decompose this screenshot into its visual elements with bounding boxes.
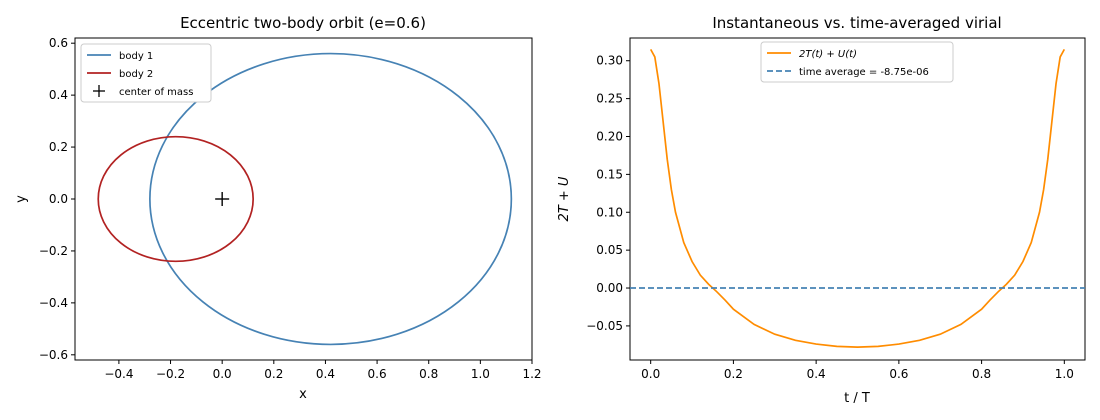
orbit-y-tick-label-3: 0.0 xyxy=(49,192,68,206)
orbit-y-tick-label-0: −0.6 xyxy=(39,348,68,362)
orbit-plot-area: −0.4 −0.2 0.0 0.2 0.4 0.6 0.8 1.0 1.2 −0.6−0.4−0… xyxy=(39,36,542,381)
orbit-x-tick-label-5: 0.6 xyxy=(368,367,387,381)
orbit-y-tick-label-2: −0.2 xyxy=(39,244,68,258)
orbit-y-ticks: −0.6 −0.4 −0.2 0.0 0.2 0.4 0.6 xyxy=(39,36,75,362)
virial-legend-box xyxy=(760,41,954,83)
virial-plot-area: 0.0 0.2 0.4 0.6 0.8 1.0 −0.05 0.00 0.05 0.10 0.15… xyxy=(586,37,1086,381)
virial-x-ticks: 0.0 0.2 0.4 0.6 0.8 1.0 xyxy=(641,360,1074,381)
orbit-x-tick-label-2: 0.0 xyxy=(213,367,232,381)
orbit-y-tick-label-4: 0.2 xyxy=(49,140,68,154)
marker-center-of-mass xyxy=(215,192,230,206)
virial-y-tick-label-4: 0.15 xyxy=(596,167,623,181)
orbit-y-label: y xyxy=(14,195,29,203)
virial-x-tick-label-1: 0.2 xyxy=(724,367,743,381)
orbit-y-tick-label-1: −0.4 xyxy=(39,296,68,310)
virial-x-label: t / T xyxy=(844,391,870,406)
orbit-legend: body 1 body 2 center of mass xyxy=(80,43,212,103)
virial-title: Instantaneous vs. time-averaged virial xyxy=(712,14,1001,32)
orbit-panel: Eccentric two-body orbit (e=0.6) −0.4 −0.… xyxy=(14,14,542,402)
virial-y-ticks: −0.05 0.00 0.05 0.10 0.15 0.20 0.25 0.30 xyxy=(586,54,630,333)
orbit-marks xyxy=(97,52,513,346)
virial-y-tick-label-0: −0.05 xyxy=(586,319,623,333)
orbit-y-tick-label-6: 0.6 xyxy=(49,36,68,50)
virial-marks xyxy=(630,48,1085,348)
virial-y-tick-label-5: 0.20 xyxy=(596,129,623,143)
legend-swatch-center-of-mass xyxy=(93,85,105,97)
orbit-y-tick-label-5: 0.4 xyxy=(49,88,68,102)
orbit-x-tick-label-1: −0.2 xyxy=(156,367,185,381)
orbit-body-1 xyxy=(149,52,513,346)
virial-legend: 2T(t) + U(t) time average = -8.75e-06 xyxy=(760,41,954,83)
orbit-body-2 xyxy=(97,135,255,263)
orbit-x-ticks: −0.4 −0.2 0.0 0.2 0.4 0.6 0.8 1.0 1.2 xyxy=(104,360,542,381)
orbit-x-tick-label-8: 1.2 xyxy=(522,367,541,381)
orbit-x-tick-label-6: 0.8 xyxy=(419,367,438,381)
orbit-x-tick-label-7: 1.0 xyxy=(471,367,490,381)
virial-x-tick-label-2: 0.4 xyxy=(807,367,826,381)
virial-y-tick-label-7: 0.30 xyxy=(596,54,623,68)
instantaneous-virial-line xyxy=(649,48,1066,348)
virial-y-tick-label-6: 0.25 xyxy=(596,92,623,106)
orbit-x-label: x xyxy=(299,387,307,402)
orbit-title: Eccentric two-body orbit (e=0.6) xyxy=(180,14,426,32)
legend-label-time-average: time average = -8.75e-06 xyxy=(799,67,929,78)
orbit-x-tick-label-3: 0.2 xyxy=(264,367,283,381)
virial-axes-frame xyxy=(629,37,1086,361)
virial-y-tick-label-2: 0.05 xyxy=(596,243,623,257)
orbit-x-tick-label-0: −0.4 xyxy=(104,367,133,381)
virial-x-tick-label-4: 0.8 xyxy=(972,367,991,381)
legend-label-body-2: body 2 xyxy=(119,69,153,80)
virial-y-label: 2T + U xyxy=(557,176,572,221)
virial-x-tick-label-3: 0.6 xyxy=(889,367,908,381)
legend-label-center-of-mass: center of mass xyxy=(119,87,193,98)
virial-y-tick-label-1: 0.00 xyxy=(596,281,623,295)
virial-y-tick-label-3: 0.10 xyxy=(596,205,623,219)
orbit-legend-box xyxy=(80,43,212,103)
legend-label-body-1: body 1 xyxy=(119,51,153,62)
orbit-x-tick-label-4: 0.4 xyxy=(316,367,335,381)
legend-label-instantaneous: 2T(t) + U(t) xyxy=(799,49,857,60)
virial-x-tick-label-5: 1.0 xyxy=(1055,367,1074,381)
virial-x-tick-label-0: 0.0 xyxy=(641,367,660,381)
virial-panel: Instantaneous vs. time-averaged virial 0… xyxy=(557,14,1086,406)
